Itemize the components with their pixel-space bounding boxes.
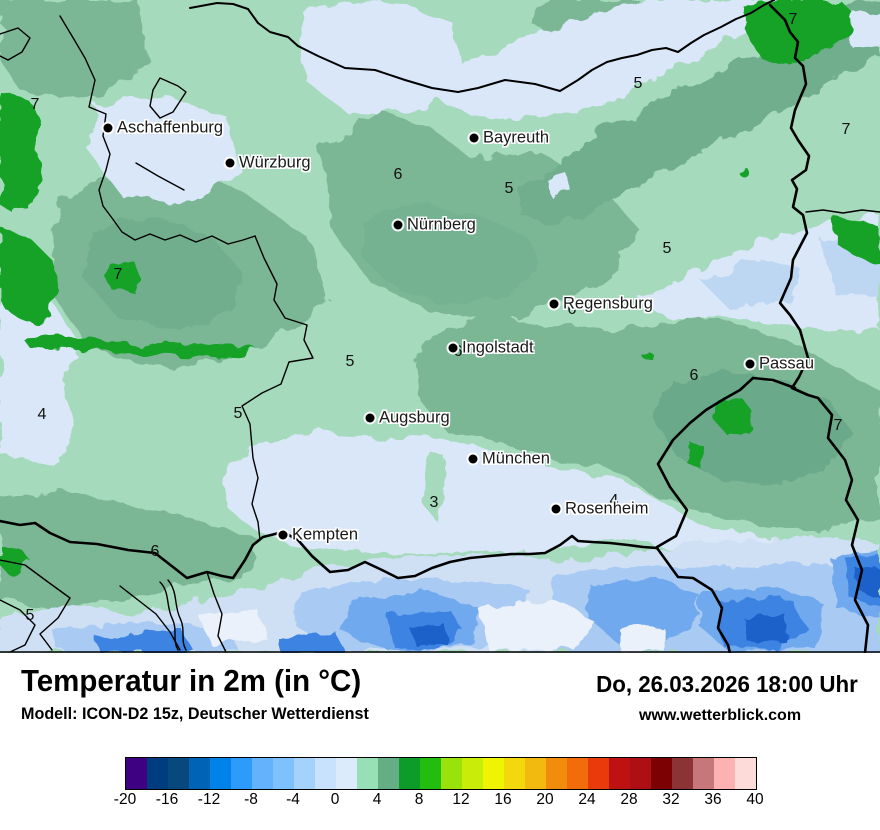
colorbar-segment — [273, 758, 294, 789]
colorbar-tick: -20 — [113, 791, 137, 808]
temperature-value: 4 — [609, 492, 619, 509]
colorbar-tick: 24 — [578, 791, 596, 808]
colorbar-segment — [567, 758, 588, 789]
colorbar-segment — [231, 758, 252, 789]
colorbar-segment — [294, 758, 315, 789]
colorbar-tick: -8 — [244, 791, 258, 808]
colorbar-segment — [441, 758, 462, 789]
colorbar-segment — [504, 758, 525, 789]
temperature-value: 6 — [567, 301, 577, 318]
city-dot-icon — [551, 504, 561, 514]
temperature-value: 5 — [233, 405, 243, 422]
colorbar-segment — [630, 758, 651, 789]
temperature-value: 6 — [689, 367, 699, 384]
colorbar-tick: 32 — [662, 791, 680, 808]
city-dot-icon — [225, 158, 235, 168]
city-label: Nürnberg — [407, 215, 476, 234]
temperature-value: 4 — [37, 406, 47, 423]
colorbar-segment — [336, 758, 357, 789]
colorbar-segment — [609, 758, 630, 789]
temperature-value: 7 — [788, 11, 798, 28]
city-label: München — [482, 449, 550, 468]
colorbar-tick: 16 — [494, 791, 512, 808]
colorbar-segment — [651, 758, 672, 789]
map-title: Temperatur in 2m (in °C) — [21, 663, 362, 698]
colorbar-segment — [189, 758, 210, 789]
city-label: Kempten — [292, 525, 359, 544]
city-label: Regensburg — [563, 294, 653, 313]
colorbar-segment — [483, 758, 504, 789]
colorbar-segment — [546, 758, 567, 789]
temperature-value: 5 — [504, 180, 514, 197]
colorbar-segment — [525, 758, 546, 789]
colorbar-segment — [252, 758, 273, 789]
colorbar-tick: -4 — [286, 791, 300, 808]
colorbar-segment — [378, 758, 399, 789]
colorbar-tick: 20 — [536, 791, 554, 808]
temperature-value: 7 — [113, 266, 123, 283]
temperature-value: 5 — [633, 75, 643, 92]
colorbar-segment — [210, 758, 231, 789]
colorbar-segment — [420, 758, 441, 789]
city-dot-icon — [448, 343, 458, 353]
temperature-value: 7 — [841, 121, 851, 138]
city-dot-icon — [103, 123, 113, 133]
colorbar-tick: 12 — [452, 791, 470, 808]
weather-map: 7 7 6 5 7 5 7 5 6 6 5 6 7 4 5 3 4 6 5 Aschaffenburg Würzbur… — [0, 0, 880, 653]
temperature-value: 3 — [429, 494, 439, 511]
colorbar-segment — [315, 758, 336, 789]
city-dot-icon — [745, 359, 755, 369]
city-dot-icon — [365, 413, 375, 423]
colorbar-tick: -16 — [155, 791, 179, 808]
colorbar-tick: 8 — [414, 791, 424, 808]
temperature-value: 6 — [150, 543, 160, 560]
colorbar-tick: 28 — [620, 791, 638, 808]
city-label: Rosenheim — [565, 499, 649, 518]
colorbar-tick: 4 — [372, 791, 382, 808]
city-label: Würzburg — [239, 153, 311, 172]
city-label: Bayreuth — [483, 128, 550, 147]
website-url: www.wetterblick.com — [638, 707, 802, 724]
colorbar-segment — [357, 758, 378, 789]
model-info: Modell: ICON-D2 15z, Deutscher Wetterdie… — [21, 704, 369, 723]
temperature-colorbar — [125, 757, 757, 790]
colorbar-segment — [672, 758, 693, 789]
colorbar-segment — [147, 758, 168, 789]
city-label: Ingolstadt — [462, 338, 534, 357]
temperature-value: 5 — [345, 353, 355, 370]
map-overlay: 7 7 6 5 7 5 7 5 6 6 5 6 7 4 5 3 4 6 5 Aschaffenburg Würzbur… — [25, 11, 851, 624]
colorbar-segment — [735, 758, 756, 789]
temperature-map-graphic — [0, 0, 880, 653]
temperature-value: 6 — [453, 343, 463, 360]
temperature-value: 7 — [833, 417, 843, 434]
city-label: Augsburg — [379, 408, 450, 427]
city-dot-icon — [549, 299, 559, 309]
city-dot-icon — [469, 133, 479, 143]
temperature-value: 5 — [25, 607, 35, 624]
forecast-datetime: Do, 26.03.2026 18:00 Uhr — [596, 671, 858, 697]
colorbar-segment — [714, 758, 735, 789]
colorbar-segment — [588, 758, 609, 789]
colorbar-segment — [126, 758, 147, 789]
temperature-value: 6 — [393, 166, 403, 183]
map-caption-area: Temperatur in 2m (in °C) Do, 26.03.2026 … — [0, 653, 880, 830]
colorbar-tick: 0 — [330, 791, 340, 808]
colorbar-tick: 40 — [746, 791, 764, 808]
city-dot-icon — [278, 530, 288, 540]
colorbar-segment — [462, 758, 483, 789]
city-dot-icon — [468, 454, 478, 464]
colorbar-segment — [399, 758, 420, 789]
city-label: Passau — [759, 354, 815, 373]
colorbar-tick: 36 — [704, 791, 722, 808]
temperature-value: 5 — [662, 240, 672, 257]
colorbar-tick: -12 — [197, 791, 221, 808]
colorbar-segment — [168, 758, 189, 789]
colorbar-tick-labels: -20 -16 -12 -8 -4 0 4 8 12 16 20 24 28 32 36 40 — [0, 791, 880, 811]
temperature-value: 7 — [30, 96, 40, 113]
city-dot-icon — [393, 220, 403, 230]
city-label: Aschaffenburg — [117, 118, 224, 137]
colorbar-segment — [693, 758, 714, 789]
